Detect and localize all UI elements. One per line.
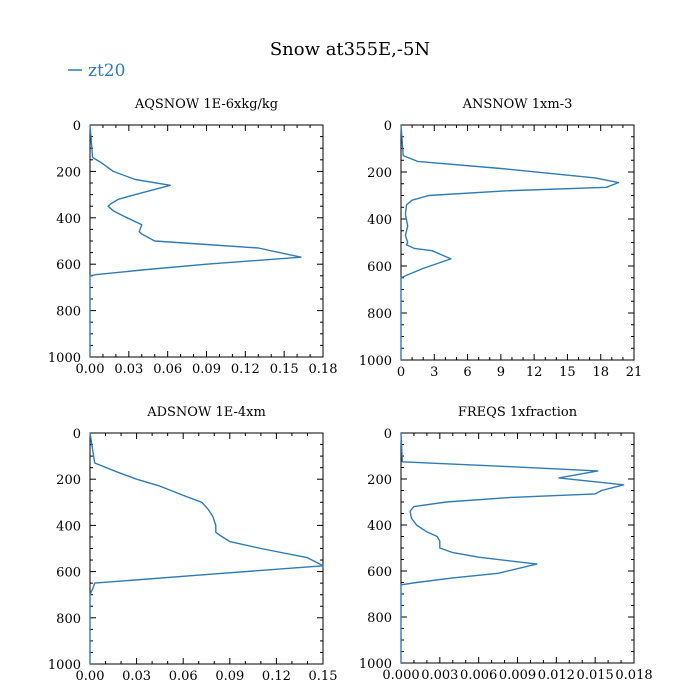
- x-tick-label: 21: [626, 365, 643, 380]
- y-tick-label: 400: [367, 213, 392, 228]
- x-tick-label: 15: [559, 365, 576, 380]
- y-tick-label: 0: [73, 119, 81, 134]
- plot-frame: [89, 124, 324, 358]
- series-line-zt20: [400, 124, 620, 360]
- y-tick-label: 1000: [48, 351, 81, 366]
- x-tick-label: 0.000: [382, 668, 419, 683]
- y-tick-label: 800: [367, 611, 392, 626]
- x-tick-label: 0.018: [615, 668, 652, 683]
- y-tick-label: 1000: [359, 354, 392, 369]
- y-tick-label: 800: [367, 307, 392, 322]
- y-tick-label: 400: [56, 212, 81, 227]
- y-tick-label: 600: [367, 260, 392, 275]
- y-tick-label: 600: [56, 258, 81, 273]
- series-line-zt20: [89, 432, 324, 664]
- panel-title: ADSNOW 1E-4xm: [146, 405, 266, 420]
- x-tick-label: 3: [430, 365, 438, 380]
- x-tick-label: 0.15: [270, 362, 299, 377]
- x-tick-label: 0.015: [577, 668, 614, 683]
- plot-frame: [400, 124, 635, 361]
- x-tick-label: 0: [397, 365, 405, 380]
- figure-title: Snow at355E,-5N: [270, 39, 430, 60]
- x-tick-label: 0.00: [76, 669, 105, 684]
- panel-title: ANSNOW 1xm-3: [462, 97, 573, 112]
- y-tick-label: 1000: [359, 657, 392, 672]
- y-tick-label: 200: [56, 473, 81, 488]
- x-tick-label: 0.09: [192, 362, 221, 377]
- x-tick-label: 0.00: [76, 362, 105, 377]
- panel-title: AQSNOW 1E-6xkg/kg: [134, 97, 278, 112]
- x-tick-label: 18: [592, 365, 609, 380]
- x-tick-label: 0.06: [169, 669, 198, 684]
- y-tick-label: 1000: [48, 658, 81, 673]
- x-tick-label: 0.012: [538, 668, 575, 683]
- x-tick-label: 0.18: [309, 362, 338, 377]
- panel-3: ADSNOW 1E-4xm 0.00 0.03 0.06 0.09 0.12 0.15 0 20…: [48, 405, 338, 684]
- series-line-zt20: [89, 124, 302, 357]
- y-tick-label: 600: [56, 566, 81, 581]
- y-tick-label: 200: [367, 473, 392, 488]
- x-tick-label: 0.03: [114, 362, 143, 377]
- x-tick-label: 0.003: [421, 668, 458, 683]
- y-tick-label: 400: [56, 519, 81, 534]
- x-tick-label: 0.15: [309, 669, 338, 684]
- y-tick-label: 200: [367, 166, 392, 181]
- x-tick-label: 0.12: [262, 669, 291, 684]
- x-tick-label: 12: [526, 365, 543, 380]
- y-tick-label: 800: [56, 612, 81, 627]
- y-tick-label: 800: [56, 305, 81, 320]
- panel-1: AQSNOW 1E-6xkg/kg 0.00 0.03 0.06 0.09 0.12 0.1…: [48, 97, 338, 377]
- y-tick-label: 0: [384, 427, 392, 442]
- y-tick-label: 600: [367, 565, 392, 580]
- y-tick-label: 200: [56, 165, 81, 180]
- y-tick-label: 0: [384, 119, 392, 134]
- panel-2: ANSNOW 1xm-3 0 3 6 9 12 15 18 21 0 200 400 600 800 100…: [359, 97, 642, 380]
- legend-label: zt20: [88, 61, 125, 81]
- x-tick-label: 6: [463, 365, 471, 380]
- x-tick-label: 0.009: [499, 668, 536, 683]
- y-tick-label: 0: [73, 427, 81, 442]
- x-tick-label: 0.12: [231, 362, 260, 377]
- series-line-zt20: [400, 432, 625, 663]
- x-tick-label: 0.006: [460, 668, 497, 683]
- x-tick-label: 9: [497, 365, 505, 380]
- x-tick-label: 0.09: [215, 669, 244, 684]
- x-tick-label: 0.03: [122, 669, 151, 684]
- y-tick-label: 400: [367, 519, 392, 534]
- plot-frame: [89, 432, 324, 665]
- x-tick-label: 0.06: [153, 362, 182, 377]
- panel-title: FREQS 1xfraction: [458, 405, 578, 420]
